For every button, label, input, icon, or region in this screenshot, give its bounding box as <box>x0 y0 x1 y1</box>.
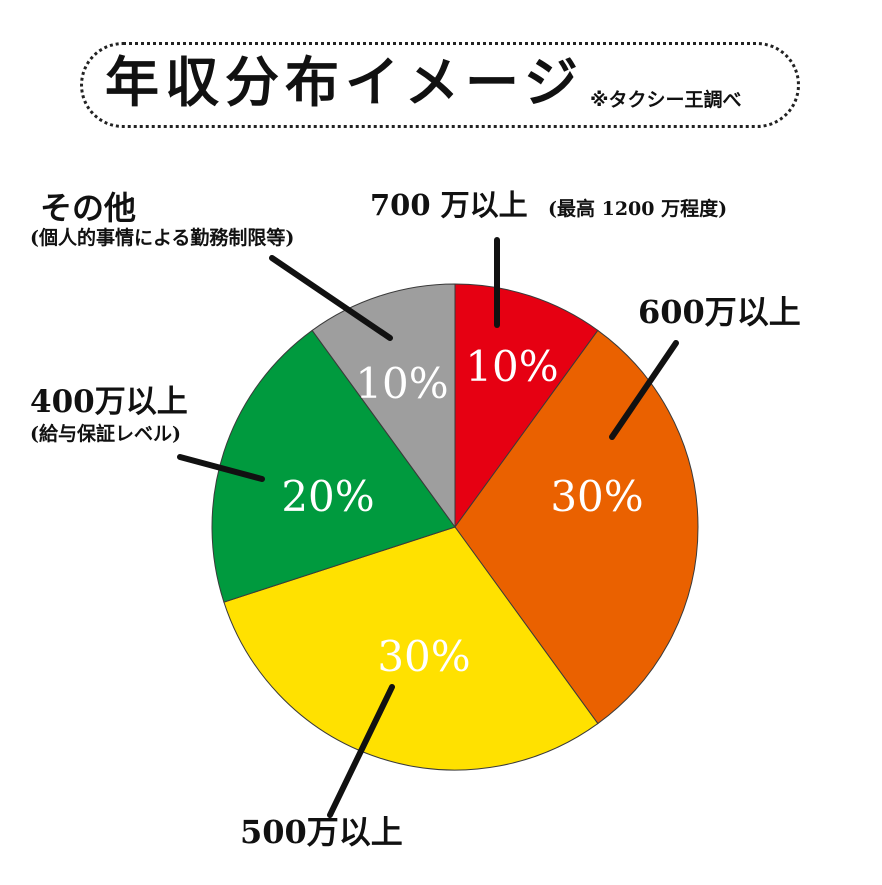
leader-line <box>327 684 395 818</box>
pie-slice <box>223 526 599 771</box>
slice-value-label: 30% <box>377 632 470 681</box>
pie-slice <box>311 283 456 529</box>
leader-line <box>269 255 393 341</box>
slice-value-label: 10% <box>355 359 448 408</box>
category-sublabel: (個人的事情による勤務制限等) <box>30 226 294 249</box>
leader-line <box>177 454 265 482</box>
category-label: 400万以上 <box>30 384 188 420</box>
pie-slice <box>454 283 599 529</box>
category-label: 700 万以上 <box>370 188 528 222</box>
leader-line <box>609 340 679 440</box>
category-label: 600万以上 <box>638 293 801 331</box>
chart-source-note: ※タクシー王調べ <box>590 89 742 111</box>
slice-value-label: 20% <box>281 472 374 521</box>
leader-lines <box>177 237 679 818</box>
pie-slice <box>454 329 699 725</box>
category-sublabel: (最高 1200 万程度) <box>548 197 727 220</box>
chart-title: 年収分布イメージ <box>105 51 584 114</box>
category-label: 500万以上 <box>240 813 403 851</box>
slice-value-label: 30% <box>550 472 643 521</box>
category-label: その他 <box>40 189 136 227</box>
pie-slice <box>211 329 456 603</box>
category-labels: 700 万以上 (最高 1200 万程度) 600万以上 500万以上 400万以上(給… <box>30 188 801 851</box>
category-sublabel: (給与保証レベル) <box>30 422 181 445</box>
title-frame <box>80 42 800 128</box>
slice-value-labels: 10% 30% 30% 20% 10% <box>281 342 643 681</box>
slice-value-label: 10% <box>465 342 558 391</box>
pie-slices <box>211 283 699 771</box>
